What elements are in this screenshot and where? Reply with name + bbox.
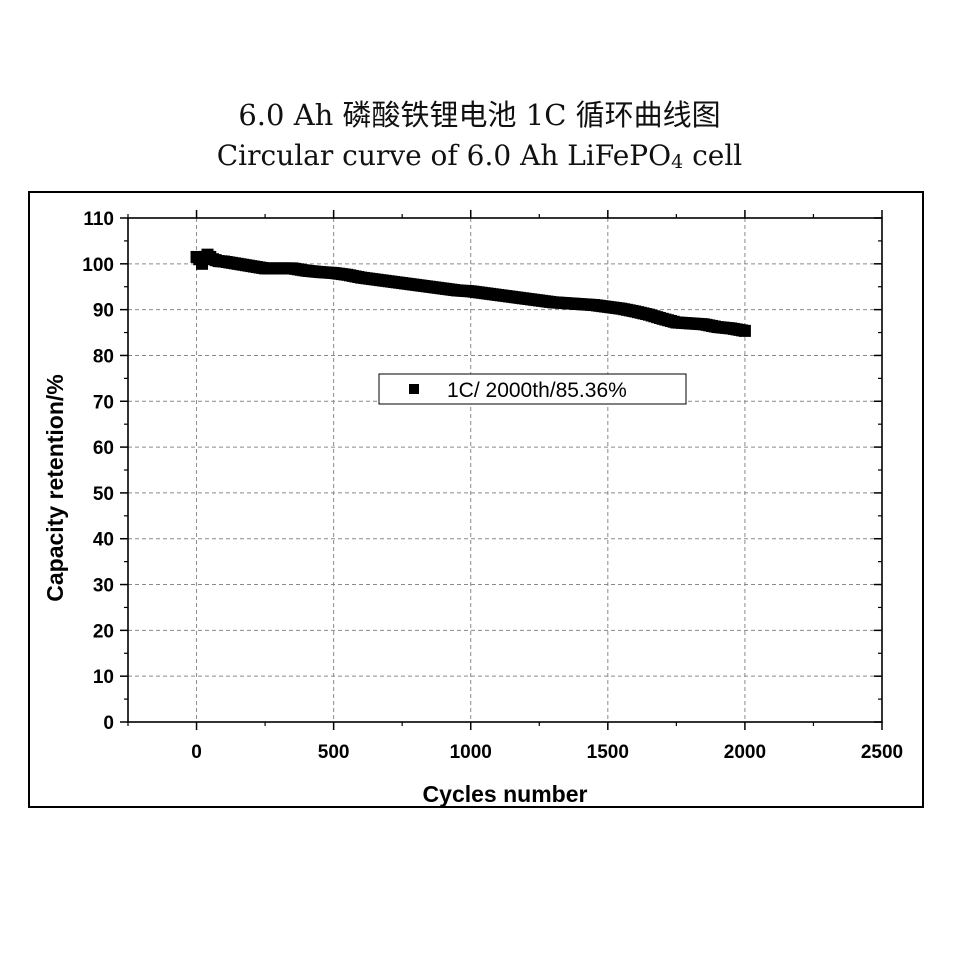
y-tick-label: 30: [93, 576, 114, 597]
x-tick-label: 0: [191, 742, 202, 763]
data-points: [190, 248, 751, 337]
legend-box: [378, 373, 687, 405]
chart-frame: [28, 191, 924, 808]
title-en-subscript: 4: [671, 151, 684, 173]
legend-marker: [409, 384, 419, 394]
y-tick-label: 0: [103, 713, 114, 734]
y-tick-label: 70: [93, 392, 114, 413]
y-tick-label: 80: [93, 346, 114, 367]
y-tick-label: 100: [82, 255, 114, 276]
x-tick-label: 1000: [450, 742, 492, 763]
data-point: [738, 324, 751, 337]
chart-title-chinese: 6.0 Ah 磷酸铁锂电池 1C 循环曲线图: [238, 98, 721, 132]
y-tick-label: 110: [83, 209, 114, 230]
x-tick-label: 2000: [724, 742, 766, 763]
axis-ticks: [120, 210, 883, 730]
y-tick-label: 40: [93, 530, 114, 551]
y-tick-label: 20: [93, 621, 114, 642]
y-tick-label: 10: [93, 667, 114, 688]
x-tick-label: 1500: [587, 742, 629, 763]
title-en-suffix: cell: [683, 139, 743, 172]
y-tick-label: 50: [93, 484, 114, 505]
title-en-prefix: Circular curve of 6.0 Ah LiFePO: [216, 139, 672, 172]
y-tick-label: 60: [93, 438, 114, 459]
x-tick-label: 500: [318, 742, 350, 763]
chart-title-english: Circular curve of 6.0 Ah LiFePO4 cell: [0, 139, 959, 173]
y-tick-label: 90: [93, 301, 114, 322]
grid-lines: [128, 218, 882, 722]
y-axis-label: Capacity retention/%: [42, 374, 68, 602]
legend: 1C/ 2000th/85.36%: [378, 373, 687, 405]
legend-label: 1C/ 2000th/85.36%: [447, 379, 627, 402]
x-axis-label: Cycles number: [423, 781, 588, 807]
x-tick-label: 2500: [861, 742, 903, 763]
axis-tick-labels: 0 10 20 30 40 50 60 70 80 90 100 110 0 500 1000 1500 200…: [82, 209, 903, 763]
